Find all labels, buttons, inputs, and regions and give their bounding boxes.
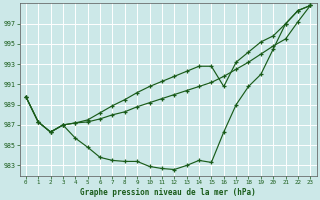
X-axis label: Graphe pression niveau de la mer (hPa): Graphe pression niveau de la mer (hPa) [80, 188, 256, 197]
